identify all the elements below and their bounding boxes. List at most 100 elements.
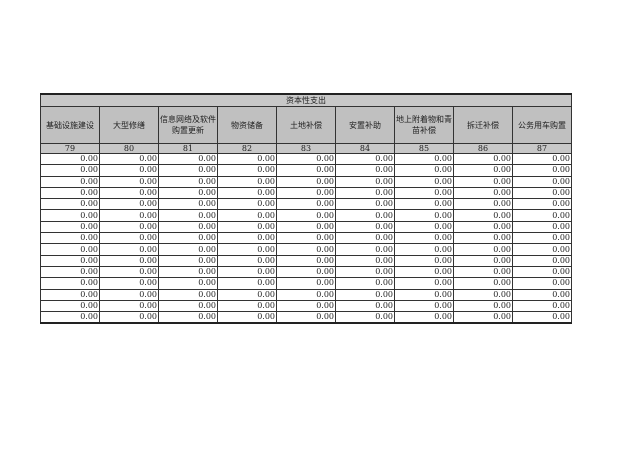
table-cell: 0.00 — [453, 152, 513, 166]
column-code: 80 — [99, 143, 159, 154]
column-header: 物资储备 — [217, 106, 277, 144]
column-code: 79 — [40, 143, 100, 154]
table-cell: 0.00 — [512, 220, 572, 234]
column-code: 82 — [217, 143, 277, 154]
table-cell: 0.00 — [217, 265, 277, 279]
table-cell: 0.00 — [158, 220, 218, 234]
table-cell: 0.00 — [512, 299, 572, 313]
table-cell: 0.00 — [40, 220, 100, 234]
table-row: 0.00 0.00 0.00 0.00 0.00 0.00 0.00 0.00 0.00 — [40, 209, 572, 222]
table-row: 0.00 0.00 0.00 0.00 0.00 0.00 0.00 0.00 0.00 — [40, 277, 572, 290]
table-cell: 0.00 — [335, 243, 395, 256]
table-cell: 0.00 — [276, 254, 336, 267]
column-code: 84 — [335, 143, 395, 154]
table-cell: 0.00 — [394, 265, 454, 279]
table-cell: 0.00 — [335, 198, 395, 211]
table-row: 0.00 0.00 0.00 0.00 0.00 0.00 0.00 0.00 0.00 — [40, 299, 572, 313]
table-cell: 0.00 — [40, 152, 100, 166]
table-cell: 0.00 — [335, 277, 395, 290]
table-cell: 0.00 — [158, 254, 218, 267]
table-cell: 0.00 — [512, 186, 572, 200]
table-cell: 0.00 — [99, 232, 159, 245]
table-cell: 0.00 — [335, 265, 395, 279]
column-header: 公务用车购置 — [512, 106, 572, 144]
table-cell: 0.00 — [217, 209, 277, 222]
table-cell: 0.00 — [99, 265, 159, 279]
table-cell: 0.00 — [99, 209, 159, 222]
table-cell: 0.00 — [335, 288, 395, 301]
table-cell: 0.00 — [394, 186, 454, 200]
table-cell: 0.00 — [394, 232, 454, 245]
table-cell: 0.00 — [512, 288, 572, 301]
table-cell: 0.00 — [40, 175, 100, 188]
table-cell: 0.00 — [512, 209, 572, 222]
table-row: 0.00 0.00 0.00 0.00 0.00 0.00 0.00 0.00 0.00 — [40, 186, 572, 200]
table-cell: 0.00 — [276, 299, 336, 313]
table-cell: 0.00 — [335, 164, 395, 177]
table-cell: 0.00 — [394, 198, 454, 211]
table-cell: 0.00 — [335, 175, 395, 188]
table-cell: 0.00 — [99, 288, 159, 301]
table-cell: 0.00 — [158, 186, 218, 200]
table-cell: 0.00 — [394, 277, 454, 290]
table-cell: 0.00 — [158, 152, 218, 166]
table-cell: 0.00 — [40, 232, 100, 245]
table-row: 0.00 0.00 0.00 0.00 0.00 0.00 0.00 0.00 0.00 — [40, 243, 572, 256]
table-cell: 0.00 — [217, 299, 277, 313]
table-row: 0.00 0.00 0.00 0.00 0.00 0.00 0.00 0.00 0.00 — [40, 175, 572, 188]
table-cell: 0.00 — [276, 232, 336, 245]
table-cell: 0.00 — [512, 175, 572, 188]
table-cell: 0.00 — [512, 277, 572, 290]
table-cell: 0.00 — [99, 254, 159, 267]
table-cell: 0.00 — [99, 277, 159, 290]
table-cell: 0.00 — [453, 164, 513, 177]
table-cell: 0.00 — [40, 288, 100, 301]
table-cell: 0.00 — [217, 175, 277, 188]
table-cell: 0.00 — [394, 243, 454, 256]
table-cell: 0.00 — [40, 198, 100, 211]
table-cell: 0.00 — [453, 265, 513, 279]
table-row: 0.00 0.00 0.00 0.00 0.00 0.00 0.00 0.00 0.00 — [40, 198, 572, 211]
table-cell: 0.00 — [453, 277, 513, 290]
table-title: 资本性支出 — [40, 93, 572, 107]
table-cell: 0.00 — [512, 243, 572, 256]
column-header: 安置补助 — [335, 106, 395, 144]
table-row: 0.00 0.00 0.00 0.00 0.00 0.00 0.00 0.00 0.00 — [40, 220, 572, 234]
table-cell: 0.00 — [217, 288, 277, 301]
table-cell: 0.00 — [158, 198, 218, 211]
table-cell: 0.00 — [394, 164, 454, 177]
column-code: 85 — [394, 143, 454, 154]
table-cell: 0.00 — [512, 198, 572, 211]
table-cell: 0.00 — [158, 232, 218, 245]
table-cell: 0.00 — [99, 152, 159, 166]
table-cell: 0.00 — [453, 175, 513, 188]
table-cell: 0.00 — [276, 175, 336, 188]
table-cell: 0.00 — [453, 311, 513, 325]
table-cell: 0.00 — [158, 277, 218, 290]
capital-expenditure-table: 资本性支出 基础设施建设 大型修缮 信息网络及软件购置更新 物资储备 土地补偿 安置补助地… — [40, 93, 572, 325]
table-cell: 0.00 — [217, 277, 277, 290]
table-cell: 0.00 — [40, 277, 100, 290]
table-cell: 0.00 — [40, 209, 100, 222]
table-cell: 0.00 — [276, 277, 336, 290]
table-cell: 0.00 — [40, 164, 100, 177]
column-code: 86 — [453, 143, 513, 154]
table-cell: 0.00 — [335, 220, 395, 234]
table-cell: 0.00 — [276, 152, 336, 166]
table-cell: 0.00 — [453, 243, 513, 256]
table-cell: 0.00 — [158, 311, 218, 325]
table-cell: 0.00 — [276, 265, 336, 279]
table-cell: 0.00 — [40, 299, 100, 313]
table-cell: 0.00 — [158, 299, 218, 313]
table-cell: 0.00 — [99, 198, 159, 211]
table-row: 0.00 0.00 0.00 0.00 0.00 0.00 0.00 0.00 0.00 — [40, 232, 572, 245]
table-cell: 0.00 — [158, 164, 218, 177]
table-cell: 0.00 — [217, 220, 277, 234]
column-header: 基础设施建设 — [40, 106, 100, 144]
table-cell: 0.00 — [217, 164, 277, 177]
table-cell: 0.00 — [394, 311, 454, 325]
table-cell: 0.00 — [217, 186, 277, 200]
column-header: 土地补偿 — [276, 106, 336, 144]
table-cell: 0.00 — [217, 232, 277, 245]
table-cell: 0.00 — [158, 265, 218, 279]
